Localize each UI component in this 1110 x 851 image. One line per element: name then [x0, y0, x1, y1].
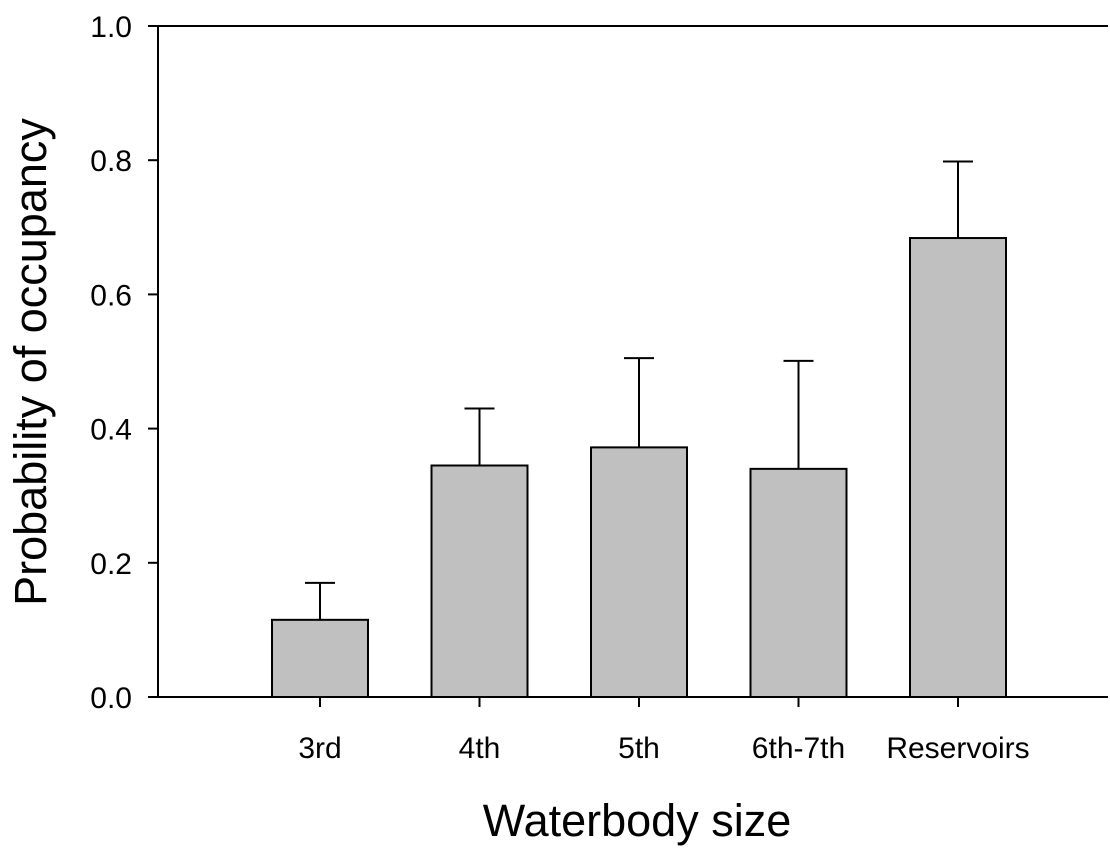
- y-tick-label: 0.4: [90, 414, 132, 447]
- x-axis-title: Waterbody size: [483, 795, 791, 846]
- y-tick-label: 0.2: [90, 548, 132, 581]
- y-tick-label: 0.8: [90, 145, 132, 178]
- bar-reservoirs: [909, 237, 1007, 698]
- bar-4th: [430, 464, 529, 698]
- x-tick-label: 6th-7th: [752, 732, 845, 765]
- y-tick-label: 0.0: [90, 682, 132, 715]
- y-axis-title: Probability of occupancy: [5, 118, 56, 606]
- bars-layer: [271, 237, 1007, 699]
- ticks-layer: 3rd 4th 5th 6th-7th Reservoirs 0.0 0.2 0.4 0.6 0.…: [90, 11, 1029, 765]
- x-tick-label: 3rd: [298, 732, 341, 765]
- x-tick-label: Reservoirs: [886, 732, 1029, 765]
- x-tick-label: 5th: [618, 732, 660, 765]
- axes-layer: [148, 25, 1108, 698]
- x-tick-label: 4th: [459, 732, 501, 765]
- bar-6th-7th: [749, 467, 848, 698]
- error-bars-layer: [305, 160, 973, 620]
- y-tick-label: 0.6: [90, 279, 132, 312]
- bar-5th: [590, 446, 688, 698]
- bar-3rd: [271, 618, 369, 699]
- y-tick-label: 1.0: [90, 11, 132, 44]
